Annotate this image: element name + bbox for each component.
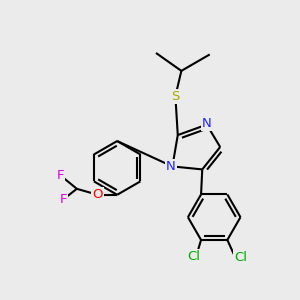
Text: Cl: Cl: [234, 251, 247, 264]
Text: Cl: Cl: [187, 250, 200, 263]
Text: S: S: [171, 90, 180, 103]
Text: F: F: [60, 193, 67, 206]
Text: N: N: [166, 160, 176, 173]
Text: O: O: [92, 188, 103, 201]
Text: N: N: [202, 117, 211, 130]
Text: F: F: [57, 169, 64, 182]
